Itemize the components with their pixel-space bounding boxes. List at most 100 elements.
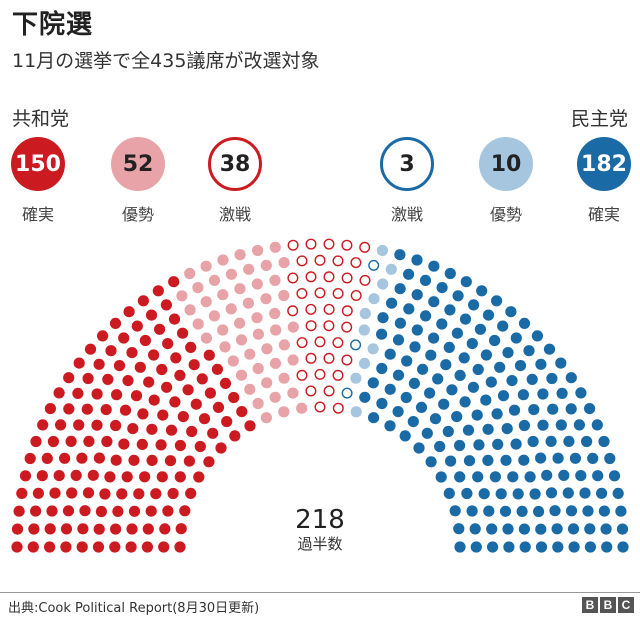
seat-dot (341, 354, 353, 366)
seat-dot (565, 403, 577, 415)
seat-dot (305, 271, 317, 283)
seat-dot (192, 318, 204, 330)
seat-dot (403, 268, 415, 280)
seat-dot (93, 523, 105, 535)
seat-dot (200, 332, 212, 344)
seat-dot (491, 408, 503, 420)
seat-dot (376, 362, 388, 375)
seat-dot (463, 455, 476, 467)
seat-dot (30, 435, 42, 448)
seat-dot (569, 452, 582, 464)
seat-dot (409, 341, 421, 353)
seat-dot (503, 541, 515, 553)
seat-dot (235, 369, 248, 381)
parliament-hemicycle-chart (11, 238, 629, 553)
seat-dot (47, 435, 60, 448)
seat-dot (472, 363, 484, 376)
seat-dot (552, 452, 564, 464)
dem-likely-stat: 10 優勢 (476, 137, 536, 225)
seat-dot (127, 423, 139, 435)
seat-dot (82, 372, 94, 385)
seat-dot (385, 263, 397, 275)
seat-dot (91, 419, 103, 431)
seat-dot (164, 455, 177, 467)
dem-likely-label: 優勢 (489, 205, 522, 224)
seat-dot (510, 438, 522, 450)
seat-dot (528, 404, 540, 416)
majority-value: 218 (295, 505, 345, 535)
seat-dot (453, 523, 465, 535)
seat-dot (491, 295, 503, 307)
seat-dot (156, 471, 168, 483)
seat-dot (252, 397, 264, 410)
seat-dot (169, 396, 181, 408)
seat-dot (179, 505, 191, 517)
seat-dot (535, 452, 547, 464)
page-title: 下院選 (12, 10, 94, 40)
seat-dot (500, 454, 512, 466)
seat-dot (170, 352, 182, 364)
seat-dot (305, 303, 317, 315)
seat-dot (236, 406, 248, 418)
page-subtitle: 11月の選挙で全435議席が改選対象 (12, 50, 320, 72)
seat-dot (207, 427, 219, 439)
seat-dot (482, 309, 495, 321)
seat-dot (592, 470, 604, 482)
seat-dot (545, 435, 557, 447)
seat-dot (516, 505, 528, 517)
seat-dot (141, 541, 153, 553)
seat-dot (411, 254, 423, 266)
dem-likely-badge: 10 (479, 137, 533, 191)
seat-dot (517, 389, 530, 401)
seat-dot (556, 387, 568, 399)
seat-dot (332, 369, 344, 381)
seat-dot (109, 541, 121, 553)
seat-dot (359, 391, 371, 403)
seat-dot (234, 249, 246, 261)
seat-dot (535, 523, 547, 535)
seat-dot (184, 304, 196, 316)
seat-dot (442, 425, 454, 438)
seat-dot (563, 435, 575, 447)
seat-dot (466, 505, 478, 517)
seat-dot (350, 290, 362, 302)
seat-dot (261, 343, 273, 355)
seat-dot (162, 338, 174, 350)
seat-dot (443, 487, 455, 499)
seat-dot (174, 471, 186, 483)
seat-dot (118, 438, 130, 450)
seat-dot (510, 332, 522, 344)
seat-dot (174, 541, 186, 553)
seat-dot (252, 244, 264, 257)
dem-solid-stat: 182 確実 (574, 137, 634, 225)
seat-dot (616, 523, 629, 535)
seat-dot (551, 523, 563, 535)
seat-dot (305, 385, 317, 397)
seat-dot (200, 260, 212, 272)
seat-dot (386, 297, 398, 309)
seat-dot (79, 505, 91, 517)
seat-dot (112, 505, 124, 517)
seat-dot (148, 349, 160, 361)
seat-dot (123, 306, 135, 318)
seat-dot (368, 293, 380, 305)
seat-dot (183, 455, 195, 467)
seat-dot (242, 297, 254, 309)
seat-dot (65, 435, 77, 447)
seat-dot (376, 397, 388, 410)
seat-dot (461, 487, 473, 500)
seat-dot (523, 345, 535, 357)
seat-dot (188, 359, 200, 371)
rep-tossup-stat: 38 激戦 (205, 137, 265, 225)
seat-dot (146, 423, 158, 435)
seat-dot (377, 312, 389, 324)
seat-dot (70, 469, 82, 481)
seat-dot (377, 278, 389, 290)
seat-dot (235, 334, 248, 346)
seat-dot (400, 391, 412, 404)
seat-dot (225, 303, 237, 315)
seat-dot (278, 257, 290, 269)
seat-dot (155, 439, 167, 451)
seat-dot (314, 401, 326, 413)
seat-dot (359, 307, 371, 320)
